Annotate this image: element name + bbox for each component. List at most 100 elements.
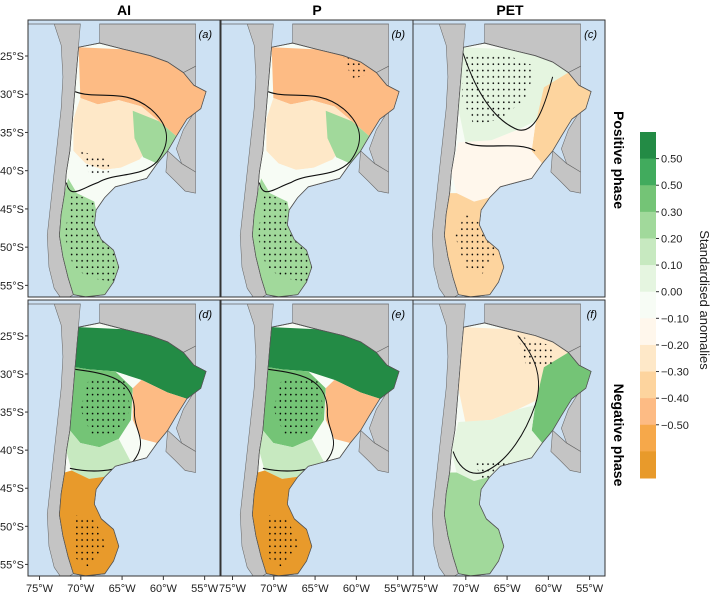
legend-tick-label: −0.50 [661, 420, 689, 432]
significance-stipple [257, 193, 312, 282]
anomaly-region [75, 327, 207, 399]
legend-tick-label: −0.20 [661, 340, 689, 352]
legend-swatch [640, 424, 656, 452]
legend-tick-label: 0.00 [661, 287, 682, 299]
legend-swatch [640, 291, 656, 319]
legend-swatch [640, 371, 656, 399]
neighbour-land [358, 150, 389, 194]
row-title-negative: Negative phase [611, 384, 627, 487]
legend-swatch [640, 318, 656, 346]
legend-tick-label: −0.30 [661, 367, 689, 379]
anomaly-region [271, 47, 400, 137]
neighbour-land [165, 150, 196, 194]
longitude-tick-label: 75°W [26, 583, 54, 595]
latitude-tick-label: 55°S [0, 559, 24, 571]
significance-stipple [461, 55, 536, 126]
panel-label: (c) [584, 29, 597, 41]
panel-frame [27, 19, 221, 298]
anomaly-region [132, 379, 187, 444]
map-panel: (d) [27, 299, 221, 577]
latitude-tick-label: 55°S [0, 280, 24, 292]
legend-swatch [640, 344, 656, 373]
panel-label: (d) [199, 309, 213, 321]
latitude-tick-label: 50°S [0, 521, 24, 533]
panel-frame [27, 299, 221, 577]
zero-contour [461, 49, 554, 152]
significance-stipple [80, 377, 131, 437]
legend-swatch [640, 398, 656, 426]
longitude-tick-label: 65°W [494, 583, 522, 595]
zero-contour [258, 91, 360, 193]
legend-tick-label: 0.20 [661, 233, 682, 245]
significance-stipple [517, 335, 553, 368]
zero-contour [69, 368, 142, 472]
legend-swatch [640, 211, 656, 239]
latitude-tick-label: 30°S [0, 89, 24, 101]
latitude-tick-label: 40°S [0, 166, 24, 178]
latitude-tick-label: 25°S [0, 331, 24, 343]
map-panel: (f) [412, 299, 606, 577]
panel-label: (a) [199, 29, 213, 41]
significance-stipple [80, 150, 112, 175]
anomaly-region [268, 327, 400, 399]
map-panel: (a) [27, 19, 221, 298]
panel-frame [412, 299, 606, 577]
anomaly-region [325, 110, 370, 164]
legend-swatch [640, 185, 656, 213]
neighbour-land [358, 429, 389, 473]
legend-tick-label: 0.10 [661, 260, 682, 272]
anomaly-region [451, 405, 543, 481]
longitude-tick-label: 60°W [343, 583, 371, 595]
anomaly-region [78, 47, 207, 137]
panel-label: (b) [392, 29, 406, 41]
latitude-axis: 25°S 30°S 35°S 40°S 45°S 50°S 55°S 25°S 30°S 35°S… [0, 51, 28, 571]
significance-stipple [454, 214, 497, 274]
longitude-tick-label: 55°W [576, 583, 604, 595]
latitude-tick-label: 30°S [0, 369, 24, 381]
anomaly-region [66, 430, 131, 479]
neighbour-land [550, 150, 581, 194]
significance-stipple [266, 514, 300, 568]
latitude-tick-label: 35°S [0, 127, 24, 139]
legend-tick-label: 0.30 [661, 207, 682, 219]
latitude-tick-label: 45°S [0, 483, 24, 495]
anomaly-region [531, 72, 592, 164]
longitude-tick-label: 75°W [411, 583, 439, 595]
zero-contour [65, 91, 167, 193]
column-title-ai: AI [117, 2, 131, 18]
longitude-tick-label: 65°W [109, 583, 137, 595]
panel-label: (e) [392, 309, 406, 321]
significance-stipple [273, 377, 324, 437]
latitude-tick-label: 45°S [0, 204, 24, 216]
latitude-tick-label: 40°S [0, 445, 24, 457]
legend-tick-label: −0.40 [661, 393, 689, 405]
map-panel: (c) [412, 19, 606, 298]
neighbour-land [165, 429, 196, 473]
row-title-positive: Positive phase [611, 111, 627, 209]
longitude-tick-label: 55°W [191, 583, 219, 595]
anomaly-region [132, 110, 177, 164]
legend-swatch [640, 158, 656, 186]
column-title-p: P [312, 2, 321, 18]
longitude-tick-label: 70°W [260, 583, 288, 595]
legend-title: Standardised anomalies [697, 230, 712, 370]
longitude-tick-label: 70°W [67, 583, 95, 595]
longitude-tick-label: 65°W [302, 583, 330, 595]
longitude-tick-label: 60°W [150, 583, 178, 595]
column-title-pet: PET [496, 2, 524, 18]
significance-stipple [73, 514, 107, 568]
legend: 0.50 0.50 0.30 0.20 0.10 0.00 −0.10 −0.20 −0.30 −… [640, 132, 689, 479]
longitude-tick-label: 55°W [384, 583, 412, 595]
legend-swatch [640, 132, 656, 160]
latitude-tick-label: 25°S [0, 51, 24, 63]
significance-stipple [343, 55, 368, 79]
legend-swatch [640, 265, 656, 293]
legend-tick-label: 0.50 [661, 180, 682, 192]
longitude-tick-label: 70°W [452, 583, 480, 595]
significance-stipple [64, 193, 119, 282]
panel-frame [412, 19, 606, 298]
anomaly-region [325, 379, 380, 444]
legend-swatch [640, 451, 656, 479]
latitude-tick-label: 35°S [0, 407, 24, 419]
